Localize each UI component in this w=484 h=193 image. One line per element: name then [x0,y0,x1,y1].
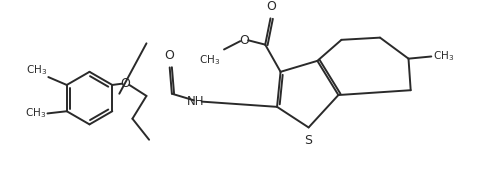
Text: CH$_3$: CH$_3$ [25,107,46,120]
Text: O: O [121,77,130,90]
Text: CH$_3$: CH$_3$ [199,53,221,67]
Text: CH$_3$: CH$_3$ [433,50,454,63]
Text: CH$_3$: CH$_3$ [26,63,47,77]
Text: NH: NH [187,95,205,108]
Text: O: O [239,34,249,47]
Text: O: O [266,0,276,13]
Text: O: O [165,49,175,62]
Text: S: S [304,134,312,147]
